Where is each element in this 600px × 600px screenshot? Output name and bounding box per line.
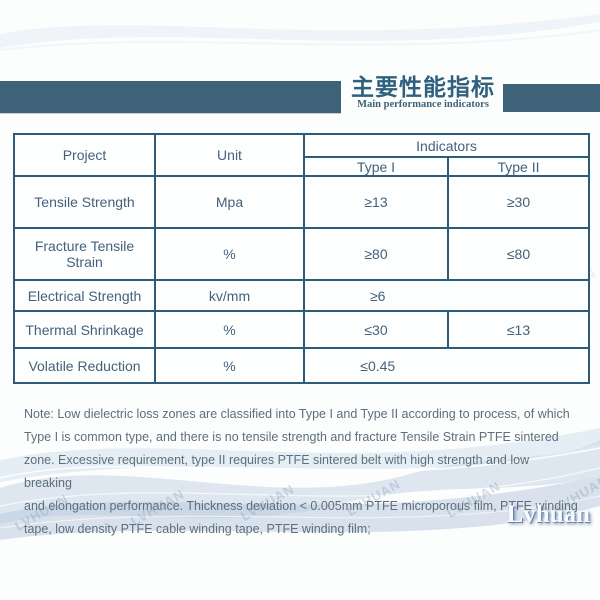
cell-project: Tensile Strength	[13, 175, 156, 229]
table-row: Volatile Reduction % ≤0.45	[13, 347, 591, 384]
cell-type1-value: ≤30	[303, 310, 449, 349]
table-row: Electrical Strength kv/mm ≥6	[13, 279, 591, 312]
col-header-project: Project	[13, 133, 156, 177]
page-title-chinese: 主要性能指标	[351, 74, 495, 100]
col-header-type2: Type II	[446, 156, 591, 177]
cell-unit: %	[154, 347, 305, 384]
cell-project: Thermal Shrinkage	[13, 310, 156, 349]
col-header-indicators: Indicators	[302, 133, 591, 158]
table-row: Thermal Shrinkage % ≤30 ≤13	[13, 310, 591, 349]
page-title-english: Main performance indicators	[357, 99, 489, 110]
combined-value-text: ≤0.45	[360, 357, 396, 374]
note-line: Type I is common type, and there is no t…	[24, 430, 559, 444]
combined-value-text: ≥6	[370, 287, 386, 304]
page-title: 主要性能指标 Main performance indicators	[343, 74, 503, 110]
cell-type2-value: ≥30	[446, 175, 591, 229]
col-header-type1: Type I	[303, 156, 449, 177]
cell-combined-value: ≤0.45	[302, 347, 591, 384]
cell-type1-value: ≥80	[303, 227, 449, 281]
cell-type2-value: ≤80	[446, 227, 591, 281]
table-row: Tensile Strength Mpa ≥13 ≥30	[13, 175, 591, 229]
cell-unit: %	[154, 227, 305, 281]
cell-project: Electrical Strength	[13, 279, 156, 312]
table-subheader-row: Type I Type II	[14, 156, 591, 177]
cell-unit: Mpa	[154, 175, 305, 229]
performance-table: Project Unit Indicators Type I Type II T…	[13, 133, 591, 384]
cell-project: Fracture Tensile Strain	[13, 227, 156, 281]
cell-combined-value: ≥6	[302, 279, 591, 312]
brand-logo: Lvhuan	[506, 501, 590, 528]
table-header-row: Project Unit Indicators	[13, 133, 591, 177]
cell-project: Volatile Reduction	[13, 347, 156, 384]
note-line: Note: Low dielectric loss zones are clas…	[24, 407, 570, 421]
note-line: tape, low density PTFE cable winding tap…	[24, 522, 371, 536]
note-paragraph: Note: Low dielectric loss zones are clas…	[24, 403, 580, 541]
note-line: zone. Excessive requirement, type II req…	[24, 453, 530, 490]
cell-type2-value: ≤13	[446, 310, 591, 349]
cell-unit: kv/mm	[154, 279, 305, 312]
table-row: Fracture Tensile Strain % ≥80 ≤80	[13, 227, 591, 281]
wave-decoration-top	[0, 14, 600, 51]
col-header-unit: Unit	[154, 133, 305, 177]
header-bar-left	[0, 81, 341, 113]
cell-unit: %	[154, 310, 305, 349]
cell-type1-value: ≥13	[303, 175, 449, 229]
note-line: and elongation performance. Thickness de…	[24, 499, 578, 513]
header-bar-right	[503, 84, 600, 112]
